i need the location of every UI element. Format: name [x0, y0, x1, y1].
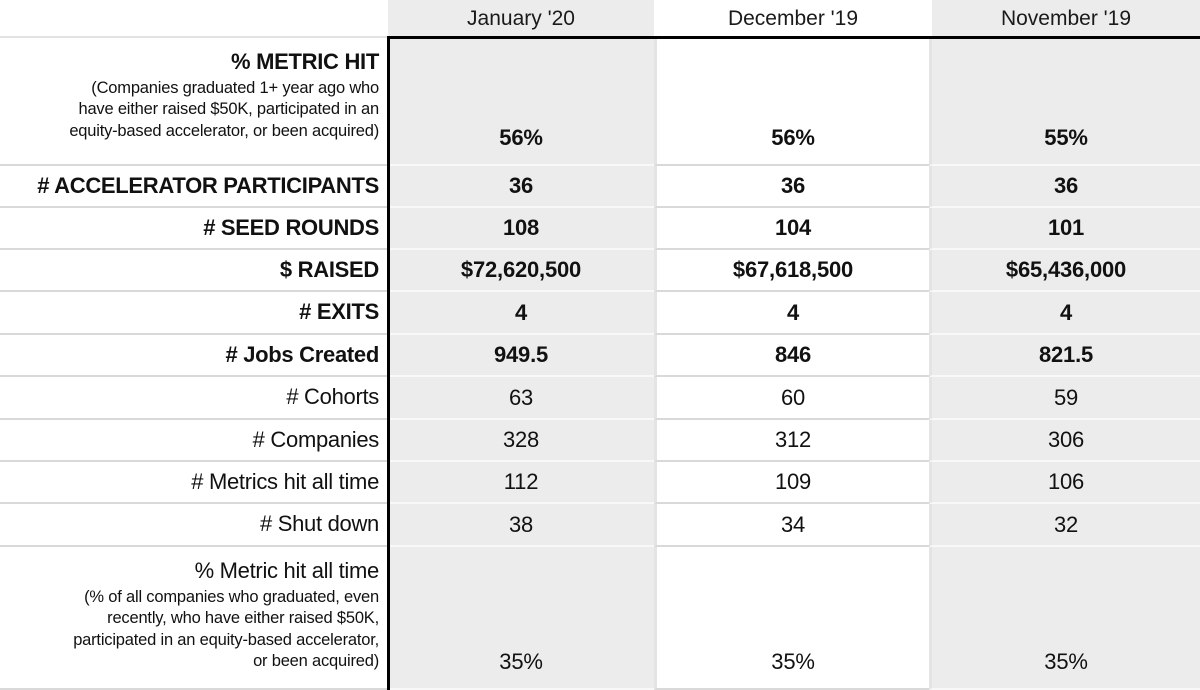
cell-cohorts-november-19: 59 — [929, 377, 1200, 420]
row-label-jobs-created: # Jobs Created — [0, 335, 388, 377]
cell-companies-november-19: 306 — [929, 420, 1200, 462]
cell-metric-hit-all-time-november-19: 35% — [929, 547, 1200, 690]
cell-metrics-hit-all-time-november-19: 106 — [929, 462, 1200, 504]
cell-companies-january-20: 328 — [388, 420, 654, 462]
row-label-title: % METRIC HIT — [231, 49, 379, 74]
row-label-title: # Shut down — [259, 511, 379, 537]
cell-metric-hit-all-time-january-20: 35% — [388, 547, 654, 690]
cell-cohorts-january-20: 63 — [388, 377, 654, 420]
row-label-metric-hit-all-time: % Metric hit all time (% of all companies… — [0, 547, 388, 690]
cell-seed-rounds-november-19: 101 — [929, 208, 1200, 250]
cell-exits-january-20: 4 — [388, 292, 654, 335]
row-label-description: (% of all companies who graduated, even r… — [73, 587, 379, 671]
cell-raised-january-20: $72,620,500 — [388, 250, 654, 292]
cell-jobs-created-january-20: 949.5 — [388, 335, 654, 377]
row-label-title: # Cohorts — [286, 384, 379, 410]
row-label-raised: $ RAISED — [0, 250, 388, 292]
row-label-shut-down: # Shut down — [0, 504, 388, 547]
cell-jobs-created-november-19: 821.5 — [929, 335, 1200, 377]
cell-jobs-created-december-19: 846 — [654, 335, 929, 377]
cell-companies-december-19: 312 — [654, 420, 929, 462]
cell-exits-december-19: 4 — [654, 292, 929, 335]
cell-shut-down-january-20: 38 — [388, 504, 654, 547]
cell-accelerator-participants-november-19: 36 — [929, 166, 1200, 208]
row-label-title: $ RAISED — [279, 256, 379, 282]
row-label-title: # SEED ROUNDS — [203, 214, 379, 240]
column-header-january-20: January '20 — [388, 0, 654, 38]
cell-metric-hit-january-20: 56% — [388, 38, 654, 166]
cell-cohorts-december-19: 60 — [654, 377, 929, 420]
cell-metrics-hit-all-time-january-20: 112 — [388, 462, 654, 504]
cell-raised-november-19: $65,436,000 — [929, 250, 1200, 292]
row-label-accelerator-participants: # ACCELERATOR PARTICIPANTS — [0, 166, 388, 208]
row-label-description: (Companies graduated 1+ year ago who have… — [69, 78, 379, 140]
data-area-top-border — [388, 36, 1200, 39]
row-label-cohorts: # Cohorts — [0, 377, 388, 420]
row-label-seed-rounds: # SEED ROUNDS — [0, 208, 388, 250]
row-label-title: # ACCELERATOR PARTICIPANTS — [37, 172, 379, 198]
data-area-left-border — [387, 36, 390, 690]
cell-shut-down-december-19: 34 — [654, 504, 929, 547]
corner-header-cell — [0, 0, 388, 38]
row-label-exits: # EXITS — [0, 292, 388, 335]
column-header-november-19: November '19 — [929, 0, 1200, 38]
row-label-title: # Metrics hit all time — [191, 468, 379, 494]
cell-metrics-hit-all-time-december-19: 109 — [654, 462, 929, 504]
cell-metric-hit-december-19: 56% — [654, 38, 929, 166]
cell-accelerator-participants-january-20: 36 — [388, 166, 654, 208]
cell-seed-rounds-december-19: 104 — [654, 208, 929, 250]
cell-raised-december-19: $67,618,500 — [654, 250, 929, 292]
row-label-title: # Jobs Created — [225, 341, 379, 367]
cell-metric-hit-all-time-december-19: 35% — [654, 547, 929, 690]
column-header-december-19: December '19 — [654, 0, 929, 38]
cell-seed-rounds-january-20: 108 — [388, 208, 654, 250]
row-label-title: % Metric hit all time — [194, 558, 380, 583]
cell-shut-down-november-19: 32 — [929, 504, 1200, 547]
row-label-metrics-hit-all-time: # Metrics hit all time — [0, 462, 388, 504]
cell-metric-hit-november-19: 55% — [929, 38, 1200, 166]
cell-accelerator-participants-december-19: 36 — [654, 166, 929, 208]
cell-exits-november-19: 4 — [929, 292, 1200, 335]
row-label-title: # EXITS — [299, 299, 379, 325]
row-label-title: # Companies — [252, 426, 380, 452]
row-label-metric-hit: % METRIC HIT (Companies graduated 1+ year… — [0, 38, 388, 166]
row-label-companies: # Companies — [0, 420, 388, 462]
